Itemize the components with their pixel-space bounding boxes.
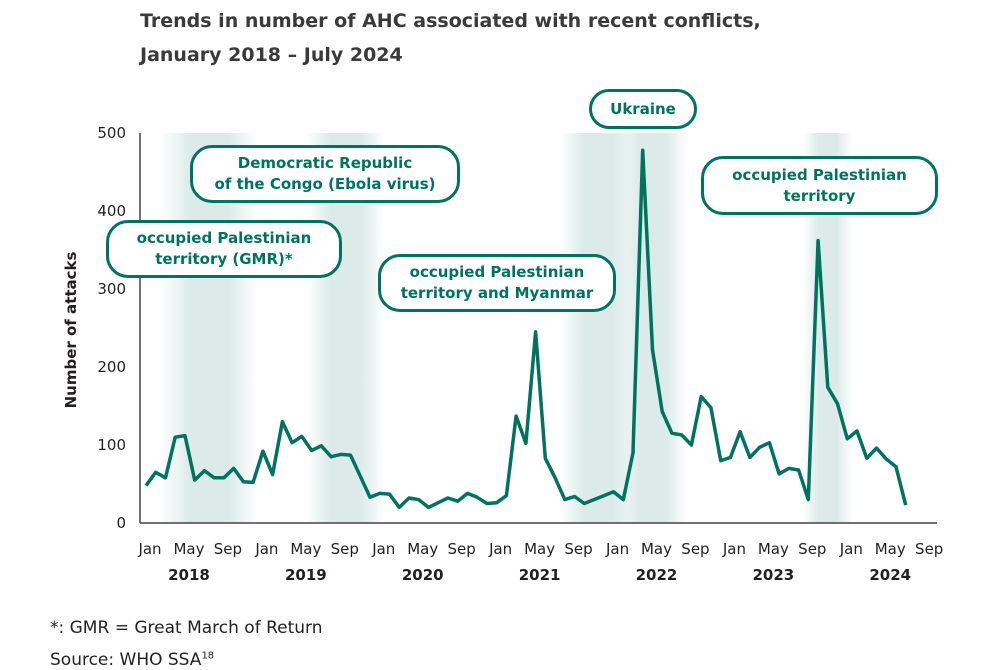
chart-title: Trends in number of AHC associated with …	[140, 4, 761, 72]
year-label: 2023	[752, 566, 794, 584]
footnote-gmr: *: GMR = Great March of Return	[50, 618, 323, 638]
x-tick-label: Jan	[605, 540, 629, 558]
callout-text: Democratic Republic	[237, 154, 413, 172]
callout-opt-myanmar: occupied Palestinian territory and Myanma…	[378, 254, 616, 312]
callout-text: of the Congo (Ebola virus)	[214, 175, 436, 193]
title-line-2: January 2018 – July 2024	[140, 44, 403, 66]
callout-gmr: occupied Palestinian territory (GMR)*	[106, 220, 342, 278]
year-label: 2019	[285, 566, 327, 584]
source-ref: 18	[201, 650, 215, 662]
y-tick-label: 500	[97, 124, 126, 142]
source-text: Source: WHO SSA	[50, 650, 202, 670]
y-tick-label: 300	[97, 280, 126, 298]
year-label: 2018	[168, 566, 210, 584]
series-line	[144, 148, 908, 510]
x-tick-label: May	[290, 540, 321, 558]
x-tick-label: May	[641, 540, 672, 558]
y-axis-label: Number of attacks	[62, 252, 80, 409]
source-note: Source: WHO SSA18	[50, 650, 214, 670]
x-tick-label: Jan	[137, 540, 161, 558]
x-tick-label: Jan	[371, 540, 395, 558]
callout-text: occupied Palestinian	[409, 263, 585, 281]
x-tick-label: Sep	[798, 540, 826, 558]
x-tick-label: Sep	[448, 540, 476, 558]
x-tick-label: Jan	[839, 540, 863, 558]
y-tick-label: 200	[97, 358, 126, 376]
x-tick-label: Jan	[254, 540, 278, 558]
x-tick-label: Sep	[915, 540, 943, 558]
title-line-1: Trends in number of AHC associated with …	[140, 10, 761, 32]
callout-text: Ukraine	[610, 99, 676, 118]
callout-text: territory and Myanmar	[400, 284, 594, 302]
year-label: 2024	[869, 566, 911, 584]
x-tick-label: Sep	[331, 540, 359, 558]
x-tick-label: May	[524, 540, 555, 558]
callout-text: occupied Palestinian	[732, 165, 907, 184]
callout-text: occupied Palestinian	[136, 229, 312, 247]
x-tick-label: May	[875, 540, 906, 558]
callout-opt: occupied Palestinian territory	[701, 156, 938, 215]
x-tick-label: May	[758, 540, 789, 558]
x-tick-label: Jan	[722, 540, 746, 558]
y-tick-label: 100	[97, 436, 126, 454]
callout-ukraine: Ukraine	[589, 89, 697, 129]
year-label: 2021	[519, 566, 561, 584]
y-tick-label: 0	[116, 514, 126, 532]
x-tick-label: Sep	[214, 540, 242, 558]
callout-text: territory	[783, 186, 856, 205]
x-tick-label: Sep	[564, 540, 592, 558]
x-tick-label: May	[173, 540, 204, 558]
year-label: 2020	[402, 566, 444, 584]
callout-drc: Democratic Republic of the Congo (Ebola v…	[190, 145, 460, 203]
x-tick-label: Jan	[488, 540, 512, 558]
y-tick-label: 400	[97, 202, 126, 220]
year-label: 2022	[636, 566, 678, 584]
callout-text: territory (GMR)*	[155, 250, 293, 268]
x-tick-label: Sep	[681, 540, 709, 558]
x-tick-label: May	[407, 540, 438, 558]
